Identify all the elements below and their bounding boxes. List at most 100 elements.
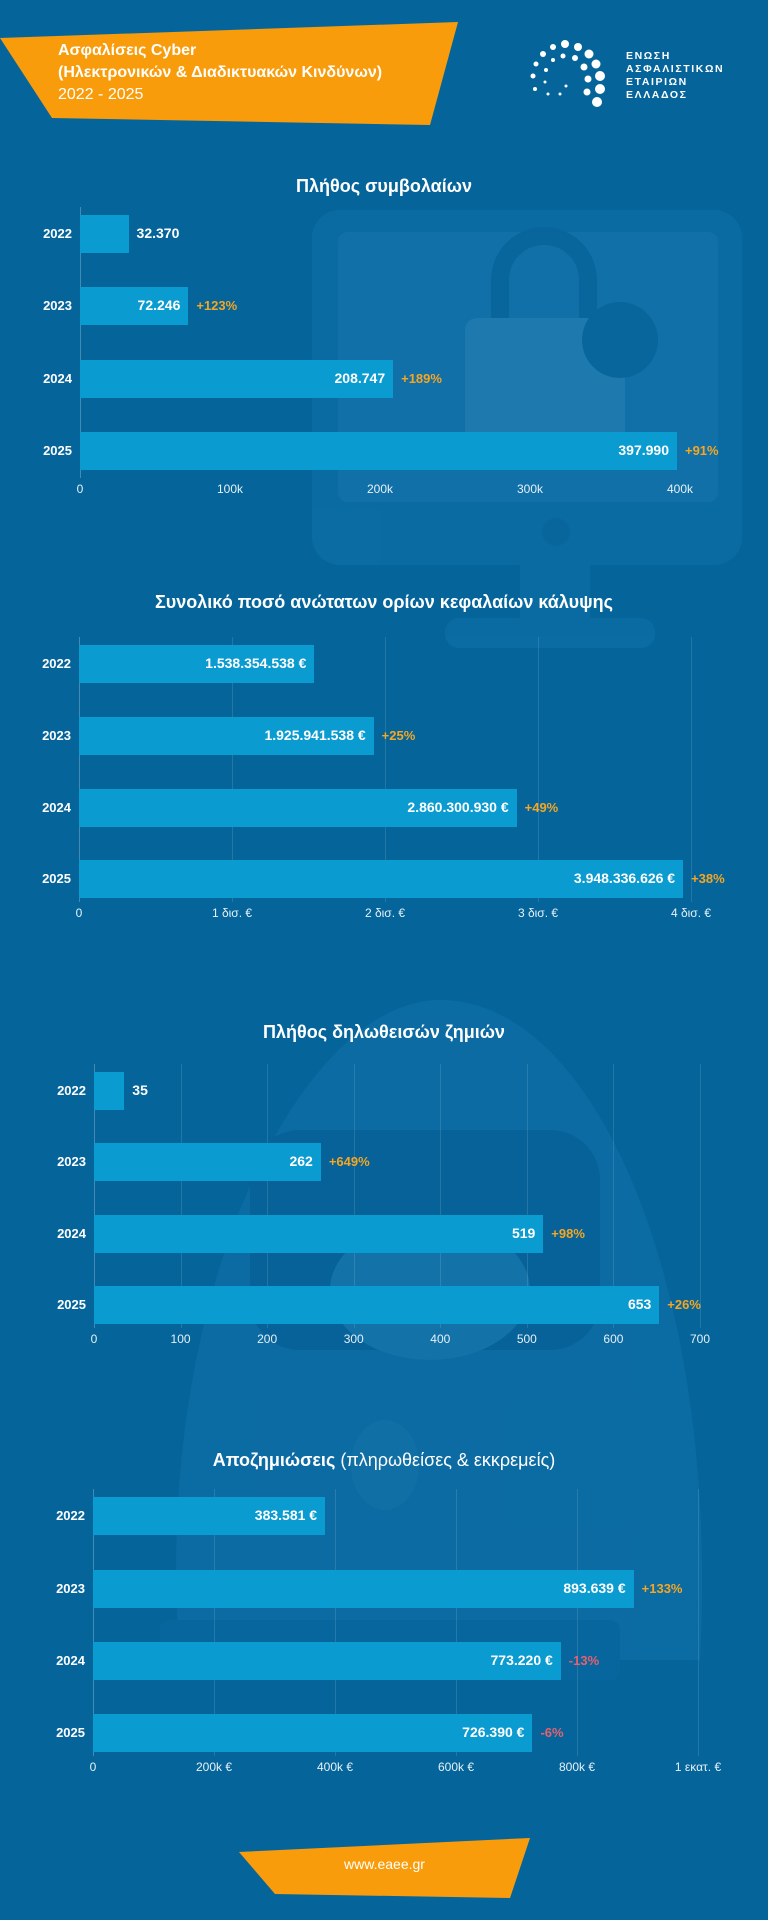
bar <box>79 717 374 755</box>
bar <box>93 1570 634 1608</box>
chart-title-text: Αποζημιώσεις <box>212 1450 336 1470</box>
period: 2022 - 2025 <box>58 86 144 103</box>
bar-value-label: 1.925.941.538 € <box>264 727 366 743</box>
bar <box>80 287 189 325</box>
x-tick-label: 200k € <box>195 1760 233 1774</box>
bar-value-label: 32.370 <box>136 225 180 241</box>
year-label: 2022 <box>57 1083 86 1098</box>
gridline <box>456 1489 457 1756</box>
bar <box>79 860 684 898</box>
bar-value-label: 35 <box>132 1082 148 1098</box>
change-label: +26% <box>667 1297 701 1312</box>
bar <box>93 1714 533 1752</box>
year-label: 2023 <box>56 1581 85 1596</box>
change-label: -13% <box>568 1653 600 1668</box>
header-banner <box>0 22 458 125</box>
y-axis-line <box>79 637 80 902</box>
chart-title: Πλήθος δηλωθεισών ζημιών <box>0 1022 768 1043</box>
gridline <box>698 1489 699 1756</box>
logo-line: ΑΣΦΑΛΙΣΤΙΚΩΝ <box>626 63 725 75</box>
bar-value-label: 72.246 <box>137 297 181 313</box>
change-label: +49% <box>524 800 559 815</box>
bar-value-label: 773.220 € <box>490 1652 553 1668</box>
year-label: 2023 <box>57 1154 86 1169</box>
y-axis-line <box>94 1064 95 1328</box>
gridline <box>577 1489 578 1756</box>
change-label: +123% <box>196 298 238 313</box>
chart-title: Πλήθος συμβολαίων <box>0 176 768 197</box>
change-label: +189% <box>401 371 442 386</box>
year-label: 2022 <box>43 226 72 241</box>
logo-line: ΕΛΛΑΔΟΣ <box>626 89 688 101</box>
gridline <box>180 1064 182 1328</box>
gridline <box>440 1064 442 1328</box>
year-label: 2024 <box>57 1226 86 1241</box>
gridline <box>335 1489 336 1756</box>
title-line-2: (Ηλεκτρονικών & Διαδικτυακών Κινδύνων) <box>58 64 383 81</box>
change-label: +91% <box>684 443 719 458</box>
footer-banner <box>239 1838 530 1898</box>
logo-text: ΕΝΩΣΗ ΑΣΦΑΛΙΣΤΙΚΩΝ ΕΤΑΙΡΙΩΝ ΕΛΛΑΔΟΣ <box>626 50 724 102</box>
bar-value-label: 262 <box>289 1153 313 1169</box>
x-tick-label: 0 <box>75 906 83 920</box>
chart-title: Αποζημιώσεις (πληρωθείσες & εκκρεμείς) <box>0 1450 768 1471</box>
year-label: 2024 <box>43 371 72 386</box>
bar-value-label: 383.581 € <box>254 1507 318 1523</box>
logo-line: ΕΝΩΣΗ <box>626 50 671 62</box>
year-label: 2024 <box>56 1653 85 1668</box>
bar-value-label: 397.990 <box>618 442 669 458</box>
website-link[interactable]: www.eaee.gr <box>344 1856 425 1872</box>
bar-value-label: 893.639 € <box>563 1580 626 1596</box>
chart-title-text: Πλήθος δηλωθεισών ζημιών <box>263 1022 505 1042</box>
x-tick-label: 1 εκατ. € <box>674 1760 722 1774</box>
gridline <box>691 637 692 902</box>
gridline <box>353 1064 355 1328</box>
x-tick-label: 400k € <box>316 1760 354 1774</box>
x-tick-label: 800k € <box>558 1760 596 1774</box>
chart-title-suffix: (πληρωθείσες & εκκρεμείς) <box>340 1450 556 1470</box>
gridline <box>526 1064 528 1328</box>
monitor-lock-illustration <box>312 210 742 648</box>
x-tick-label: 1 δισ. € <box>211 906 253 920</box>
change-label: +25% <box>381 728 416 743</box>
x-tick-label: 200 <box>257 1332 278 1346</box>
gridline <box>613 1064 615 1328</box>
bar-value-label: 208.747 <box>334 370 386 386</box>
bar-value-label: 2.860.300.930 € <box>407 799 509 815</box>
x-tick-label: 600k € <box>437 1760 475 1774</box>
year-label: 2023 <box>43 298 72 313</box>
gridline <box>214 1489 215 1756</box>
change-label: +649% <box>328 1154 370 1169</box>
year-label: 2025 <box>56 1725 85 1740</box>
bar <box>80 432 677 470</box>
title-line-1: Ασφαλίσεις Cyber <box>58 42 197 59</box>
bar <box>80 215 129 253</box>
header-title: Ασφαλίσεις Cyber (Ηλεκτρονικών & Διαδικτ… <box>58 40 382 106</box>
gridline <box>700 1064 701 1328</box>
change-label: -6% <box>540 1725 564 1740</box>
eaee-logo-icon <box>530 40 605 107</box>
bar <box>93 1642 561 1680</box>
x-tick-label: 100k <box>216 482 244 496</box>
x-tick-label: 3 δισ. € <box>517 906 559 920</box>
bar <box>93 1497 326 1535</box>
y-axis-line <box>80 207 81 478</box>
chart-title-text: Συνολικό ποσό ανώτατων ορίων κεφαλαίων κ… <box>154 592 614 612</box>
change-label: +38% <box>691 871 725 886</box>
bar <box>94 1286 660 1324</box>
bar-value-label: 726.390 € <box>462 1724 525 1740</box>
gridline <box>232 637 233 902</box>
x-tick-label: 100 <box>170 1332 191 1346</box>
bar-value-label: 3.948.336.626 € <box>573 870 676 886</box>
change-label: +98% <box>551 1226 585 1241</box>
x-tick-label: 200k <box>366 482 394 496</box>
year-label: 2025 <box>43 443 72 458</box>
x-tick-label: 0 <box>76 482 84 496</box>
year-label: 2025 <box>42 871 71 886</box>
x-tick-label: 600 <box>603 1332 624 1346</box>
bar-value-label: 653 <box>627 1296 652 1312</box>
x-tick-label: 0 <box>89 1760 97 1774</box>
year-label: 2023 <box>42 728 71 743</box>
chart-title-text: Πλήθος συμβολαίων <box>296 176 472 196</box>
bar-value-label: 1.538.354.538 € <box>205 655 307 671</box>
